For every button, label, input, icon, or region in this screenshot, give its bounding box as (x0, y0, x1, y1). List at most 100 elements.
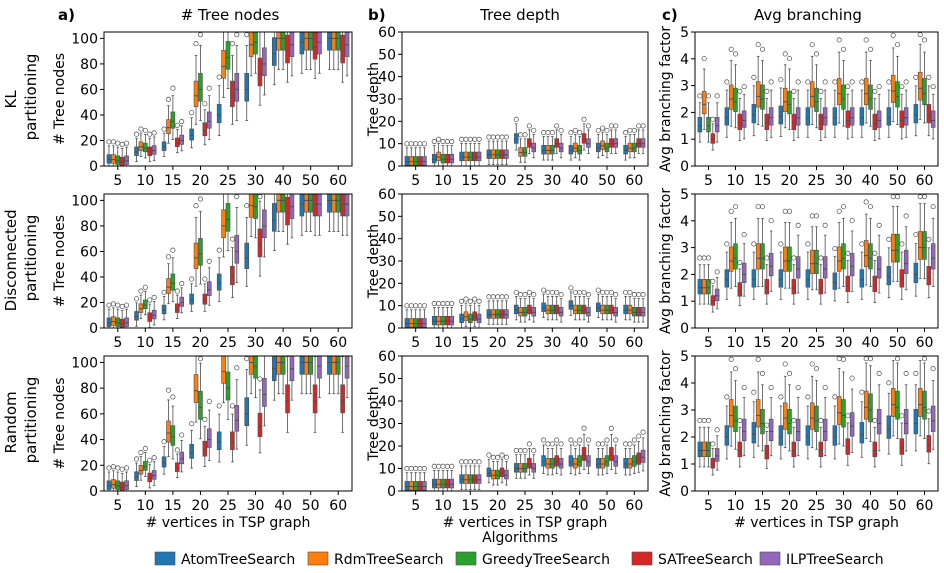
box-SATreeSearch (499, 309, 505, 319)
outlier-point (526, 123, 532, 129)
outlier-point (840, 46, 847, 52)
y-tick-label: 4 (680, 214, 689, 230)
box-SATreeSearch (445, 478, 450, 489)
outlier-point (545, 441, 551, 447)
box-RdmTreeSearch (782, 402, 788, 430)
row-label-random-line1: Random (2, 391, 20, 453)
outlier-point (822, 222, 828, 228)
box-ILPTreeSearch (849, 253, 855, 277)
outlier-point (627, 127, 633, 133)
x-tick-label: 15 (461, 173, 479, 189)
box-SATreeSearch (636, 452, 641, 465)
outlier-point (917, 194, 923, 200)
box-ILPTreeSearch (124, 317, 129, 327)
outlier-point (581, 425, 587, 431)
panel-letter-a: a) (58, 6, 75, 24)
y-tick-label: 30 (378, 254, 396, 270)
outlier-point (421, 141, 427, 147)
outlier-point (522, 132, 528, 138)
outlier-point (499, 452, 505, 458)
box-SATreeSearch (818, 441, 824, 458)
box-ILPTreeSearch (476, 474, 482, 484)
outlier-point (147, 131, 153, 137)
outlier-point (751, 74, 757, 80)
outlier-point (863, 37, 869, 43)
box-AtomTreeSearch (216, 273, 222, 291)
box-ILPTreeSearch (640, 138, 646, 148)
outlier-point (513, 289, 519, 295)
box-GreedyTreeSearch (495, 469, 500, 480)
box-RdmTreeSearch (600, 304, 605, 315)
outlier-point (554, 123, 560, 129)
outlier-point (142, 284, 148, 290)
outlier-point (930, 84, 936, 90)
row-label-disconnected-line1: Disconnected (2, 209, 20, 311)
box-AtomTreeSearch (568, 455, 574, 467)
outlier-point (913, 370, 919, 376)
box-SATreeSearch (340, 193, 345, 217)
outlier-point (751, 241, 757, 247)
box-ILPTreeSearch (795, 107, 801, 126)
x-tick-label: 40 (571, 498, 589, 514)
outlier-point (459, 459, 465, 465)
box-AtomTreeSearch (513, 133, 519, 144)
box-ILPTreeSearch (822, 418, 828, 442)
box-RdmTreeSearch (409, 318, 414, 328)
x-tick-label: 25 (808, 498, 826, 514)
box-ILPTreeSearch (714, 117, 720, 133)
box-ILPTreeSearch (179, 134, 184, 145)
x-tick-label: 40 (862, 498, 880, 514)
outlier-point (413, 466, 419, 472)
box-AtomTreeSearch (886, 415, 892, 439)
outlier-point (631, 127, 637, 133)
outlier-point (518, 448, 524, 454)
outlier-point (867, 204, 874, 210)
box-RdmTreeSearch (111, 479, 116, 489)
box-SATreeSearch (554, 138, 559, 148)
box-AtomTreeSearch (751, 269, 757, 288)
box-SATreeSearch (285, 34, 290, 64)
outlier-point (732, 204, 739, 210)
outlier-point (714, 427, 720, 433)
chart-panel-b-row2: 0 10 20 30 40 50 60 5 10 15 20 25 30 40 50 60 Tree depth (366, 187, 649, 351)
outlier-point (791, 88, 797, 94)
y-tick-label: 1 (680, 294, 689, 310)
box-AtomTreeSearch (913, 262, 919, 283)
outlier-point (189, 110, 195, 116)
x-tick-label: 15 (754, 335, 772, 351)
box-AtomTreeSearch (568, 145, 574, 155)
outlier-point (701, 417, 707, 423)
x-tick-label: 5 (411, 173, 420, 189)
box-SATreeSearch (527, 138, 532, 148)
x-tick-label: 10 (434, 173, 452, 189)
box-SATreeSearch (737, 282, 743, 297)
box-SATreeSearch (581, 133, 587, 144)
legend-item-GreedyTreeSearch: GreedyTreeSearch (482, 552, 610, 568)
outlier-point (845, 413, 851, 419)
box-SATreeSearch (202, 293, 208, 305)
box-SATreeSearch (737, 113, 743, 131)
outlier-point (499, 294, 505, 300)
box-SATreeSearch (499, 149, 505, 159)
box-GreedyTreeSearch (440, 478, 446, 489)
box-RdmTreeSearch (755, 399, 761, 428)
box-RdmTreeSearch (276, 31, 281, 51)
outlier-point (786, 208, 793, 214)
box-RdmTreeSearch (491, 309, 496, 319)
x-tick-label: 20 (489, 498, 507, 514)
outlier-point (472, 459, 478, 465)
box-ILPTreeSearch (586, 138, 591, 148)
box-RdmTreeSearch (409, 481, 414, 491)
box-SATreeSearch (872, 113, 878, 131)
outlier-point (894, 42, 901, 48)
box-GreedyTreeSearch (308, 355, 313, 375)
box-RdmTreeSearch (545, 304, 551, 315)
box-SATreeSearch (417, 481, 423, 491)
x-tick-label: 5 (704, 498, 713, 514)
box-SATreeSearch (417, 318, 423, 328)
outlier-point (522, 292, 528, 298)
box-RdmTreeSearch (545, 458, 551, 469)
y-tick-label: 0 (89, 159, 98, 175)
box-RdmTreeSearch (409, 156, 414, 166)
